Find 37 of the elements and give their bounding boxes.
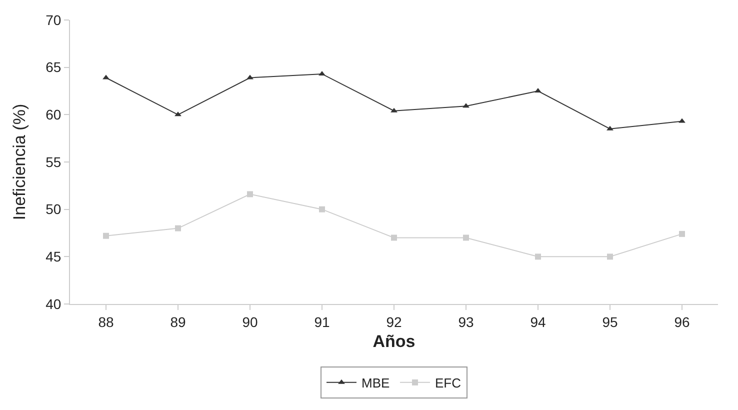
y-tick-label: 60 xyxy=(46,106,62,123)
point xyxy=(678,118,686,123)
point xyxy=(103,232,109,239)
point xyxy=(462,103,470,108)
y-axis-title: Ineficiencia (%) xyxy=(10,104,30,220)
y-tick-label: 45 xyxy=(46,248,62,265)
point xyxy=(606,126,614,130)
x-tick-label: 88 xyxy=(98,314,114,330)
point xyxy=(391,234,397,241)
legend-label: MBE xyxy=(362,376,390,390)
x-tick-label: 95 xyxy=(602,314,618,330)
x-tick-label: 94 xyxy=(530,314,546,330)
point xyxy=(102,74,110,80)
point xyxy=(174,112,182,116)
point xyxy=(175,225,181,232)
point xyxy=(535,254,541,260)
x-tick-label: 93 xyxy=(458,314,474,330)
legend-label: EFC xyxy=(435,376,461,390)
x-tick-label: 89 xyxy=(170,314,186,330)
y-tick-label: 40 xyxy=(46,296,62,312)
y-tick-label: 70 xyxy=(46,12,62,28)
y-tick-label: 65 xyxy=(46,59,62,76)
x-axis-title: Años xyxy=(372,332,416,352)
x-tick-label: 96 xyxy=(674,314,690,330)
x-tick-label: 91 xyxy=(314,314,330,330)
y-tick-label: 50 xyxy=(46,201,62,218)
point xyxy=(679,230,685,237)
y-tick-label: 55 xyxy=(46,154,62,170)
point xyxy=(390,108,398,112)
point xyxy=(246,74,254,80)
x-tick-label: 92 xyxy=(386,314,402,330)
point xyxy=(247,191,253,198)
point xyxy=(463,234,469,241)
point xyxy=(318,70,326,76)
point xyxy=(319,206,325,212)
point xyxy=(607,254,613,260)
x-tick-label: 90 xyxy=(242,314,258,330)
